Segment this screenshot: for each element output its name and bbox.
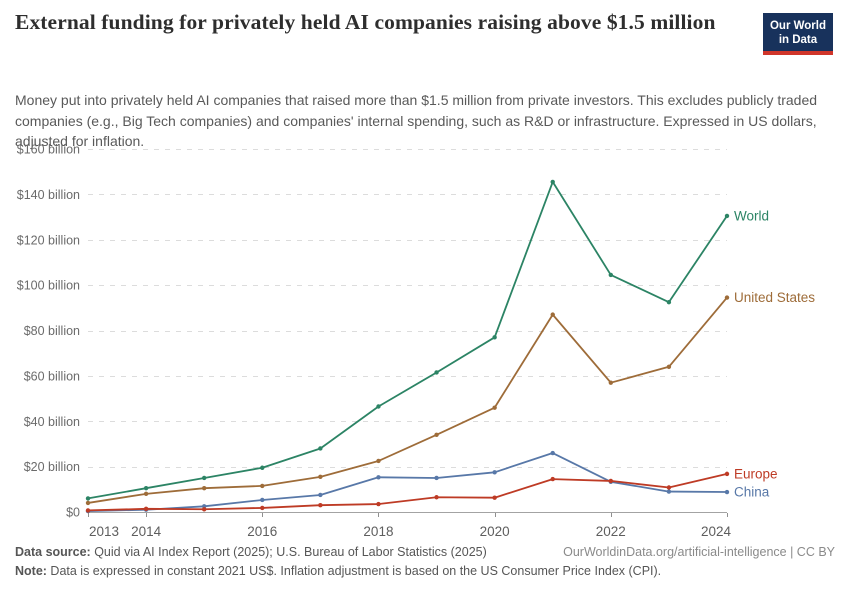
data-point — [550, 312, 555, 317]
x-tick-label: 2020 — [480, 524, 510, 539]
data-point — [666, 485, 672, 490]
series-china: China — [85, 450, 770, 514]
data-point — [201, 507, 207, 512]
data-point — [724, 295, 730, 300]
y-tick-label: $140 billion — [17, 188, 80, 202]
data-point — [260, 497, 265, 503]
series-line-china — [87, 452, 728, 512]
x-tick-label: 2014 — [131, 524, 162, 539]
y-tick-label: $160 billion — [17, 143, 80, 157]
data-point — [608, 478, 614, 484]
series-line-europe — [87, 472, 728, 512]
data-point — [318, 502, 323, 508]
data-point — [85, 508, 91, 513]
footer-source: Data source: Quid via AI Index Report (2… — [15, 544, 487, 561]
data-point — [724, 471, 730, 477]
data-point — [201, 485, 207, 491]
data-point — [260, 465, 265, 470]
data-point — [318, 446, 323, 451]
series-line-world — [87, 180, 728, 500]
x-tick-label: 2024 — [701, 524, 732, 539]
owid-logo: Our World in Data — [762, 13, 833, 55]
data-point — [318, 492, 323, 498]
data-point — [376, 458, 381, 464]
series-line-united-states — [87, 296, 728, 504]
x-tick-label: 2018 — [363, 524, 393, 539]
chart-title: External funding for privately held AI c… — [15, 10, 716, 34]
data-point — [85, 496, 91, 501]
series-label-world: World — [734, 208, 769, 223]
data-point — [434, 475, 439, 481]
footer-note-label: Note: — [15, 564, 47, 578]
y-tick-label: $120 billion — [17, 233, 80, 247]
data-point — [143, 485, 149, 491]
data-point — [492, 335, 497, 340]
data-point — [724, 213, 730, 219]
y-tick-label: $80 billion — [24, 324, 80, 338]
footer-note: Note: Data is expressed in constant 2021… — [15, 563, 835, 580]
data-point — [492, 405, 497, 410]
data-point — [666, 489, 672, 494]
footer-license: OurWorldinData.org/artificial-intelligen… — [563, 545, 835, 559]
data-point — [376, 501, 381, 507]
series-label-china: China — [734, 485, 770, 500]
x-axis: 2013 2014 2016 2018 2020 2022 2024 — [88, 513, 732, 539]
x-tick-label: 2013 — [89, 524, 119, 539]
data-point — [260, 483, 265, 489]
y-tick-label: $40 billion — [24, 415, 80, 429]
data-point — [434, 495, 439, 500]
y-tick-label: $20 billion — [24, 460, 80, 474]
data-point — [85, 500, 91, 506]
data-point — [143, 491, 149, 497]
footer: Data source: Quid via AI Index Report (2… — [15, 544, 835, 561]
series-world: World — [85, 179, 769, 501]
y-tick-label: $60 billion — [24, 369, 80, 383]
footer-note-text: Data is expressed in constant 2021 US$. … — [46, 564, 662, 578]
x-tick-label: 2022 — [596, 524, 626, 539]
series-label-europe: Europe — [734, 466, 778, 481]
data-point — [608, 380, 614, 385]
data-point — [492, 495, 497, 500]
y-axis: $0 $20 billion $40 billion $60 billion $80 b… — [17, 143, 727, 520]
data-point — [608, 272, 614, 278]
footer-source-label: Data source: — [15, 545, 91, 559]
data-point — [550, 179, 555, 185]
series-united-states: United States — [85, 290, 815, 506]
footer-source-text: Quid via AI Index Report (2025); U.S. Bu… — [90, 545, 487, 559]
x-tick-label: 2016 — [247, 524, 277, 539]
data-point — [492, 470, 497, 475]
data-point — [724, 489, 730, 495]
owid-logo-line1: Our World — [769, 20, 826, 32]
y-tick-label: $0 — [66, 506, 80, 520]
data-point — [434, 432, 439, 438]
data-point — [550, 476, 555, 482]
owid-logo-line2: in Data — [778, 34, 818, 46]
data-point — [260, 505, 265, 511]
data-point — [201, 475, 207, 481]
data-point — [318, 474, 323, 480]
data-point — [666, 364, 672, 369]
chart-subtitle: Money put into privately held AI compani… — [15, 92, 818, 149]
data-point — [376, 475, 381, 480]
series-label-united-states: United States — [734, 290, 815, 305]
data-point — [550, 450, 555, 456]
data-point — [434, 370, 439, 375]
data-point — [376, 404, 381, 409]
data-point — [666, 299, 672, 305]
data-point — [143, 506, 149, 512]
series-europe: Europe — [85, 466, 778, 513]
y-tick-label: $100 billion — [17, 279, 80, 293]
